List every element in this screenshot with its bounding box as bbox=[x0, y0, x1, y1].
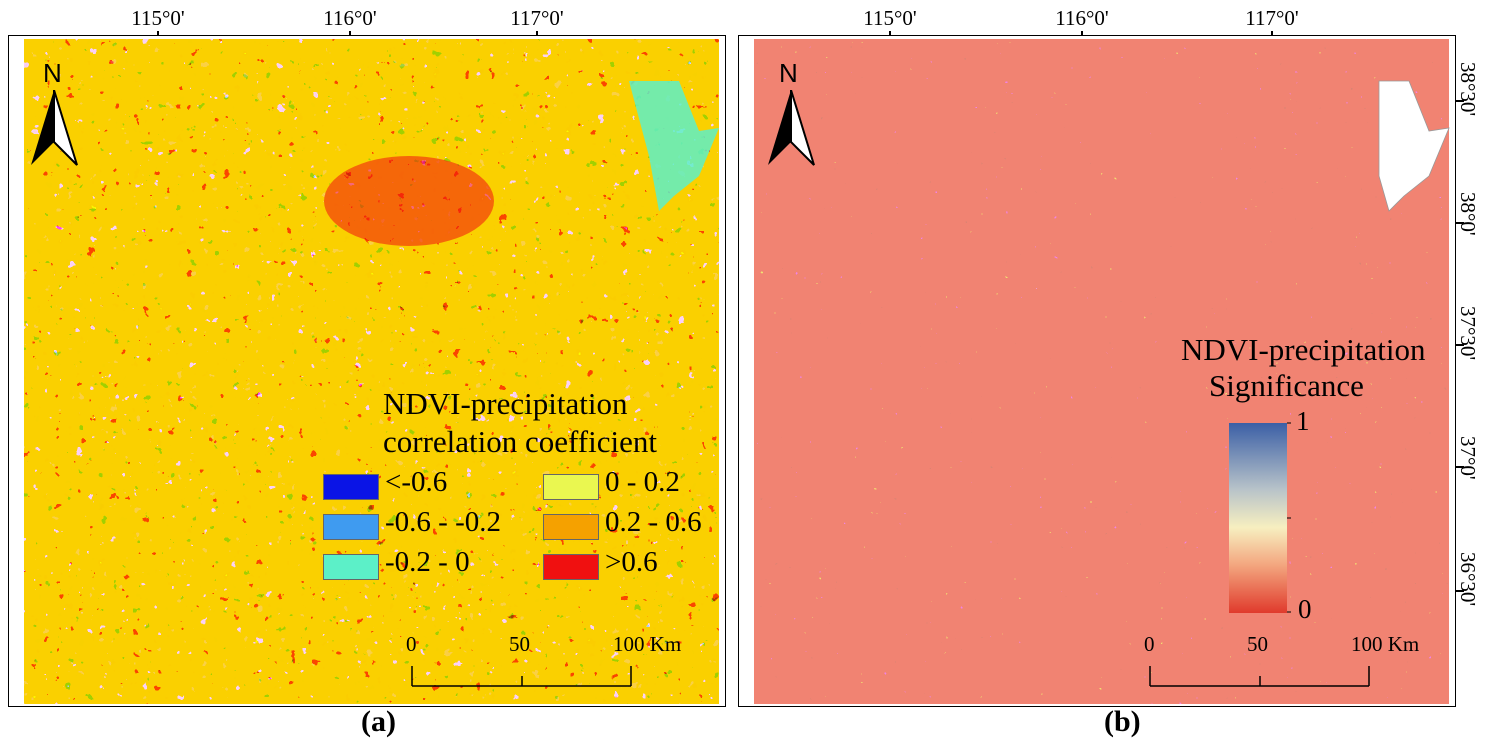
study-region-shape-a bbox=[24, 39, 719, 704]
lat-tick bbox=[1456, 100, 1464, 102]
colorbar-max-label: 1 bbox=[1296, 406, 1310, 436]
legend-swatch bbox=[543, 554, 599, 580]
no-data-area bbox=[1378, 80, 1450, 212]
lat-label-36-30: 36°30' bbox=[1456, 552, 1480, 607]
lat-tick bbox=[1456, 590, 1464, 592]
map-panel-significance: N NDVI-precipitation Significance 1 0 0 … bbox=[738, 35, 1456, 707]
legend-label: <-0.6 bbox=[385, 466, 448, 498]
lat-tick bbox=[1456, 344, 1464, 346]
lon-label-115: 115°0' bbox=[131, 6, 185, 30]
legend-title-line2: correlation coefficient bbox=[383, 424, 657, 459]
scale-label-0: 0 bbox=[406, 632, 417, 656]
legend-label: -0.2 - 0 bbox=[385, 546, 470, 578]
north-letter: N bbox=[779, 58, 798, 88]
legend-title-line2: Significance bbox=[1209, 368, 1364, 403]
map-panel-correlation: N NDVI-precipitation correlation coeffic… bbox=[8, 35, 726, 707]
legend-swatch bbox=[323, 474, 379, 500]
scale-label-50: 50 bbox=[509, 632, 530, 656]
lat-tick bbox=[1456, 466, 1464, 468]
lat-label-37-00: 37°0' bbox=[1456, 436, 1480, 480]
scale-label-100: 100 Km bbox=[613, 632, 682, 656]
north-arrow-icon bbox=[31, 90, 78, 166]
legend-swatch bbox=[543, 474, 599, 500]
north-arrow-icon bbox=[768, 90, 815, 166]
colorbar-min-label: 0 bbox=[1298, 594, 1312, 624]
scale-bar bbox=[1149, 666, 1370, 687]
significance-colorbar bbox=[1229, 422, 1291, 613]
coastal-low-correlation-area bbox=[629, 81, 719, 211]
lon-label-117-b: 117°0' bbox=[1245, 6, 1299, 30]
legend-label: >0.6 bbox=[605, 546, 658, 578]
legend-title-line1: NDVI-precipitation bbox=[383, 386, 628, 421]
lat-label-38-00: 38°0' bbox=[1456, 192, 1480, 236]
correlation-map bbox=[24, 39, 719, 704]
legend-title-line1: NDVI-precipitation bbox=[1181, 332, 1426, 367]
caption-a: (a) bbox=[361, 705, 396, 738]
high-correlation-area bbox=[324, 156, 494, 246]
caption-b: (b) bbox=[1104, 705, 1141, 738]
legend-swatch bbox=[323, 514, 379, 540]
legend-swatch bbox=[543, 514, 599, 540]
legend-swatch bbox=[323, 554, 379, 580]
lat-tick bbox=[1456, 222, 1464, 224]
scale-bar bbox=[411, 666, 632, 687]
lon-label-117: 117°0' bbox=[510, 6, 564, 30]
scale-label-0: 0 bbox=[1144, 632, 1155, 656]
lat-label-37-30: 37°30' bbox=[1456, 306, 1480, 361]
study-region-shape-b bbox=[754, 39, 1449, 704]
lat-label-38-30: 38°30' bbox=[1456, 62, 1480, 117]
lon-label-116-b: 116°0' bbox=[1055, 6, 1109, 30]
north-letter: N bbox=[43, 58, 62, 88]
scale-label-50: 50 bbox=[1247, 632, 1268, 656]
legend-label: 0.2 - 0.6 bbox=[605, 506, 702, 538]
legend-label: -0.6 - -0.2 bbox=[385, 506, 501, 538]
scale-label-100: 100 Km bbox=[1351, 632, 1420, 656]
lon-label-116: 116°0' bbox=[323, 6, 377, 30]
legend-label: 0 - 0.2 bbox=[605, 466, 680, 498]
significance-map bbox=[754, 39, 1450, 704]
lon-label-115-b: 115°0' bbox=[863, 6, 917, 30]
